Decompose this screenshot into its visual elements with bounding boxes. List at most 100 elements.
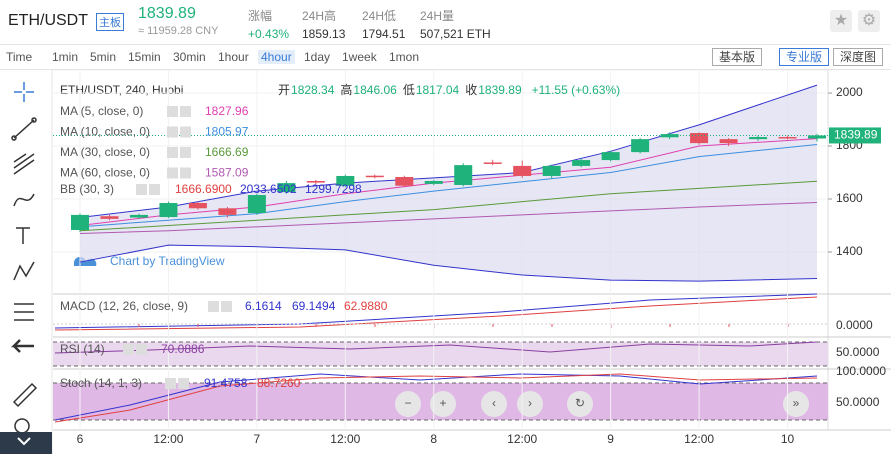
legend-button xyxy=(165,378,176,389)
legend-button xyxy=(180,106,191,117)
interval[interactable]: 1mon xyxy=(389,50,420,64)
legend-button xyxy=(221,301,232,312)
settings-button[interactable]: ⚙ xyxy=(858,10,880,32)
label: 24H量 xyxy=(420,9,455,23)
watermark: Chart by TradingView xyxy=(110,254,225,268)
candle-body xyxy=(572,160,591,166)
interval[interactable]: 15min xyxy=(128,50,161,64)
rsi-tick: 50.0000 xyxy=(836,345,880,359)
candle-body xyxy=(129,214,148,218)
legend-value: 1299.7298 xyxy=(305,182,362,196)
y-tick-label: 2000 xyxy=(836,85,863,99)
view-button[interactable]: 专业版 xyxy=(779,48,830,66)
candle-body xyxy=(808,135,826,139)
legend-button xyxy=(123,344,134,355)
ohlc-value: 1839.89 xyxy=(478,83,522,97)
stat: 24H低 1794.51 xyxy=(362,7,405,41)
interval[interactable]: 1min xyxy=(52,50,79,64)
legend-value: 1666.6900 xyxy=(175,182,232,196)
toolbar: Time 1min 5min 15min 30min 1hour 4hour 1day 1wee… xyxy=(0,45,891,70)
legend-button xyxy=(136,184,147,195)
indicator-value: 69.1494 xyxy=(292,299,336,313)
legend-name: MA (60, close, 0) xyxy=(60,166,150,180)
ohlc-value: 1828.34 xyxy=(291,83,335,97)
chart: − + ‹ › ↻ » Chart by TradingView ETH/USD… xyxy=(0,70,891,454)
interval[interactable]: 1day xyxy=(304,50,331,64)
x-tick-label: 12:00 xyxy=(153,432,183,446)
legend-value: 1805.97 xyxy=(205,125,249,139)
candle-body xyxy=(188,202,207,209)
indicator-line xyxy=(79,180,818,232)
legend-button xyxy=(180,126,191,138)
candle-body xyxy=(778,137,797,139)
legend-symbol: ETH/USDT, 240, Huobi xyxy=(60,83,183,97)
legend-button xyxy=(136,344,147,355)
indicator-line xyxy=(79,143,818,228)
indicator-value: 62.9880 xyxy=(344,299,388,313)
favorite-button[interactable]: ★ xyxy=(830,10,852,32)
macd-tick: 0.0000 xyxy=(836,318,873,332)
indicator-name: RSI (14) xyxy=(60,342,105,356)
ohlc-label: 高 xyxy=(340,82,352,97)
x-tick-label: 12:00 xyxy=(684,432,714,446)
view-button[interactable]: 深度图 xyxy=(833,48,884,66)
indicator-value: 91.4758 xyxy=(204,376,248,390)
candle-body xyxy=(71,214,89,231)
candle-body xyxy=(601,152,620,161)
legend-name: MA (30, close, 0) xyxy=(60,145,150,159)
legend-button xyxy=(167,167,178,179)
legend-button xyxy=(180,147,191,158)
indicator-value: 88.7260 xyxy=(257,376,301,390)
interval[interactable]: Time xyxy=(6,50,33,64)
interval[interactable]: 1hour xyxy=(218,50,249,64)
candle-body xyxy=(218,208,237,215)
value: 1794.51 xyxy=(362,27,406,41)
stoch-tick: 100.0000 xyxy=(836,364,886,378)
candle-body xyxy=(159,202,178,218)
nav-buttons[interactable]: − + ‹ › ↻ » xyxy=(395,391,809,417)
svg-text:›: › xyxy=(528,396,532,410)
legend-button xyxy=(167,126,178,138)
stat: 24H量 507,521 ETH xyxy=(420,7,491,41)
legend-value: 2033.6502 xyxy=(240,182,297,196)
price: 1839.89 xyxy=(138,5,196,22)
price-tag-label: 1839.89 xyxy=(834,128,878,142)
interval[interactable]: 4hour xyxy=(258,50,295,64)
value: 1859.13 xyxy=(302,27,346,41)
ohlc-value: 1817.04 xyxy=(416,83,460,97)
stat: 涨幅 +0.43% xyxy=(248,7,289,41)
legend-value: 1666.69 xyxy=(205,145,249,159)
value: 507,521 ETH xyxy=(420,27,491,41)
ohlc-label: 开 xyxy=(278,83,290,97)
label: 24H高 xyxy=(302,9,337,23)
chevron xyxy=(17,437,31,446)
legend-name: MA (10, close, 0) xyxy=(60,125,150,139)
candle-body xyxy=(365,175,384,178)
x-tick-label: 9 xyxy=(607,432,614,446)
header: ETH/USDT 主板 1839.89 ≈ 11959.28 CNY 涨幅 +0.… xyxy=(0,0,891,45)
pair: ETH/USDT xyxy=(8,12,88,29)
interval[interactable]: 1week xyxy=(342,50,377,64)
interval[interactable]: 5min xyxy=(90,50,117,64)
indicator-line xyxy=(79,244,818,282)
candle-body xyxy=(100,216,119,219)
view-button[interactable]: 基本版 xyxy=(712,48,763,66)
x-tick-label: 12:00 xyxy=(330,432,360,446)
interval[interactable]: 30min xyxy=(173,50,206,64)
y-tick-label: 1600 xyxy=(836,191,863,205)
svg-text:‹: ‹ xyxy=(492,396,496,410)
cny: ≈ 11959.28 CNY xyxy=(138,25,219,37)
price-tag xyxy=(829,127,881,144)
ohlc-value: 1846.06 xyxy=(353,83,397,97)
indicator-name: Stoch (14, 1, 3) xyxy=(60,376,142,390)
badge: 主板 xyxy=(96,13,124,31)
svg-text:−: − xyxy=(404,396,411,410)
y-tick-label: 1400 xyxy=(836,244,863,258)
candle-body xyxy=(660,134,679,138)
tool-icons[interactable] xyxy=(10,82,38,434)
candle-body xyxy=(749,137,768,140)
change: +11.55 (+0.63%) xyxy=(532,83,621,97)
svg-text:+: + xyxy=(439,396,446,410)
legend-button xyxy=(167,106,178,117)
